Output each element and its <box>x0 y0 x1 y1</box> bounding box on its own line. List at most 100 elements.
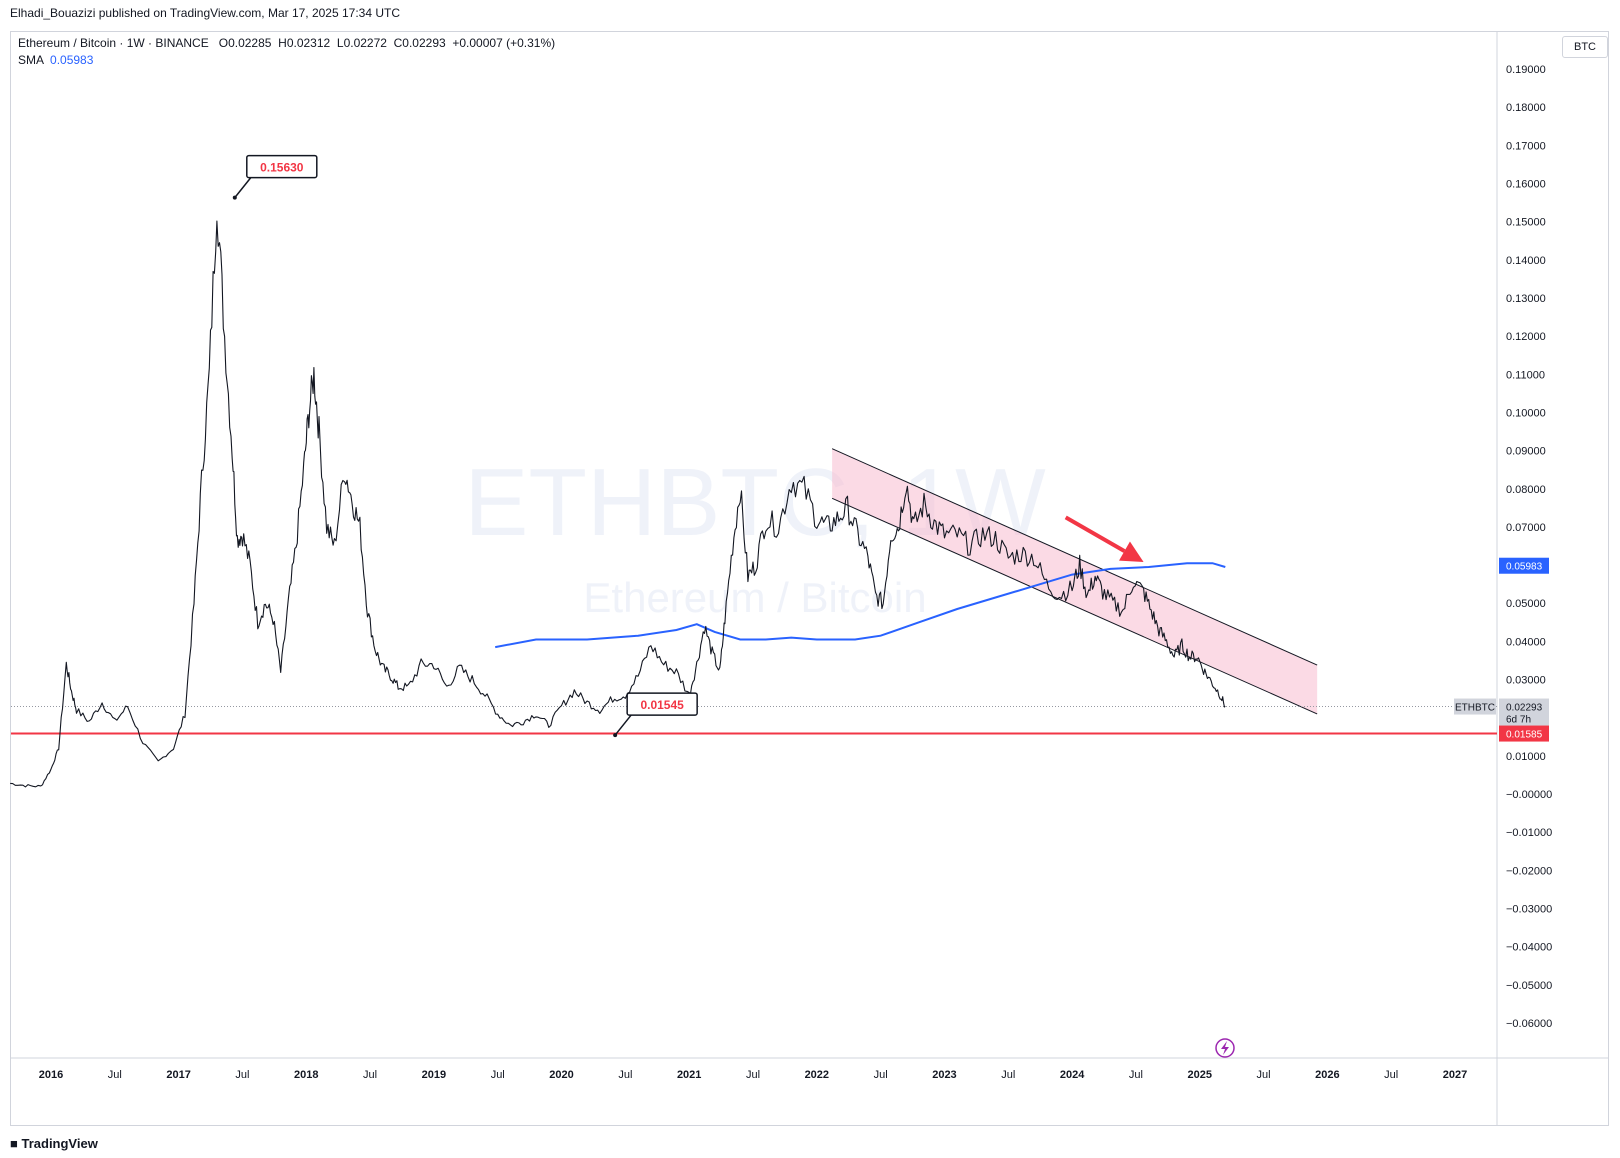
x-tick-label: 2023 <box>932 1069 956 1081</box>
x-tick-label: 2019 <box>422 1069 446 1081</box>
close-value: 0.02293 <box>402 36 446 50</box>
tradingview-logo[interactable]: ■ TradingView <box>10 1136 98 1151</box>
y-tick-label: −0.03000 <box>1506 904 1552 916</box>
last-symbol-tag: ETHBTC <box>1455 703 1495 714</box>
x-tick-label: 2018 <box>294 1069 318 1081</box>
y-tick-label: −0.01000 <box>1506 827 1552 839</box>
x-tick-label: 2021 <box>677 1069 701 1081</box>
x-tick-label: 2020 <box>549 1069 573 1081</box>
price-callout: 0.01545 <box>613 692 698 738</box>
price-series[interactable] <box>10 220 1226 788</box>
close-label: C <box>393 36 403 50</box>
x-tick-label: Jul <box>108 1069 122 1081</box>
lightning-icon[interactable] <box>1215 1038 1235 1058</box>
channel-lower-line <box>831 497 1318 715</box>
channel-fill <box>832 448 1318 714</box>
low-value: 0.02272 <box>343 36 387 50</box>
x-tick-label: Jul <box>1257 1069 1271 1081</box>
y-tick-label: −0.00000 <box>1506 789 1552 801</box>
sma-polyline <box>495 562 1226 649</box>
x-tick-label: Jul <box>1001 1069 1015 1081</box>
chart-frame <box>10 31 1609 1126</box>
y-tick-label: 0.09000 <box>1506 446 1546 458</box>
x-tick-label: Jul <box>1129 1069 1143 1081</box>
y-tick-label: −0.05000 <box>1506 980 1552 992</box>
y-tick-label: 0.18000 <box>1506 102 1546 114</box>
y-tick-label: −0.04000 <box>1506 942 1552 954</box>
publisher-line: Elhadi_Bouazizi published on TradingView… <box>10 6 401 20</box>
y-tick-label: 0.12000 <box>1506 331 1546 343</box>
x-tick-label: Jul <box>874 1069 888 1081</box>
down-arrow-annotation[interactable] <box>1064 515 1144 563</box>
support-price-tag-bg <box>1499 725 1549 742</box>
y-tick-label: 0.04000 <box>1506 636 1546 648</box>
channel-upper-line <box>831 448 1318 666</box>
last-price-tag: 0.02293 <box>1506 703 1543 714</box>
y-tick-label: 0.08000 <box>1506 484 1546 496</box>
time-axis[interactable]: 2016 Jul 2017 Jul 2018 Jul 2019 Jul 2020 Jul 2021 J… <box>39 1069 1467 1081</box>
chart-grid <box>11 32 1609 1126</box>
y-tick-label: 0.07000 <box>1506 522 1546 534</box>
x-tick-label: 2024 <box>1060 1069 1085 1081</box>
last-symbol-tag-bg <box>1454 698 1496 715</box>
arrow-head <box>1119 541 1144 563</box>
x-tick-label: Jul <box>363 1069 377 1081</box>
y-tick-label: 0.19000 <box>1506 64 1546 76</box>
x-tick-label: 2017 <box>166 1069 190 1081</box>
callout-box <box>626 692 698 716</box>
descending-channel[interactable] <box>831 448 1318 715</box>
axis-currency-button[interactable]: BTC <box>1562 36 1608 58</box>
countdown-tag: 6d 7h <box>1506 715 1531 726</box>
sma-price-tag: 0.05983 <box>1506 562 1543 573</box>
sma-price-tag-bg <box>1499 557 1549 574</box>
watermark-name: Ethereum / Bitcoin <box>583 574 926 621</box>
x-tick-label: Jul <box>491 1069 505 1081</box>
callout-box <box>246 154 318 179</box>
y-tick-label: −0.02000 <box>1506 865 1552 877</box>
y-tick-label: −0.06000 <box>1506 1018 1552 1030</box>
x-tick-label: 2025 <box>1187 1069 1211 1081</box>
callout-pointer <box>234 177 252 199</box>
support-price-tag: 0.01585 <box>1506 730 1543 741</box>
callout-anchor-dot <box>232 195 237 200</box>
price-annotations[interactable]: 0.15630 0.01545 <box>232 154 698 738</box>
x-tick-label: Jul <box>746 1069 760 1081</box>
high-label: H <box>278 36 287 50</box>
symbol-title: Ethereum / Bitcoin · 1W · BINANCE <box>18 36 209 50</box>
tradingview-logo-text: TradingView <box>21 1136 98 1151</box>
x-tick-label: Jul <box>1384 1069 1398 1081</box>
open-label: O <box>218 36 229 50</box>
callout-anchor-dot <box>613 733 618 738</box>
price-axis[interactable]: 0.19000 0.18000 0.17000 0.16000 0.15000 0.140… <box>1506 64 1552 1030</box>
callout-pointer <box>614 714 632 736</box>
x-tick-label: 2016 <box>39 1069 63 1081</box>
low-label: L <box>336 36 344 50</box>
chart-legend: Ethereum / Bitcoin · 1W · BINANCE O0.022… <box>18 35 555 69</box>
y-tick-label: 0.01000 <box>1506 751 1546 763</box>
price-callout: 0.15630 <box>232 154 318 200</box>
sma-value: 0.05983 <box>50 53 94 67</box>
x-tick-label: Jul <box>235 1069 249 1081</box>
x-tick-label: Jul <box>618 1069 632 1081</box>
x-tick-label: 2022 <box>805 1069 829 1081</box>
lightning-icon-bolt <box>1221 1041 1229 1055</box>
callout-label: 0.15630 <box>260 161 304 175</box>
y-tick-label: 0.15000 <box>1506 217 1546 229</box>
sma-legend-row[interactable]: SMA 0.05983 <box>18 52 555 69</box>
y-tick-label: 0.10000 <box>1506 407 1546 419</box>
arrow-shaft <box>1064 515 1126 553</box>
callout-label: 0.01545 <box>640 698 684 712</box>
high-value: 0.02312 <box>286 36 331 50</box>
y-tick-label: 0.14000 <box>1506 255 1546 267</box>
change-value: +0.00007 (+0.31%) <box>452 36 556 50</box>
y-tick-label: 0.16000 <box>1506 178 1546 190</box>
y-tick-label: 0.13000 <box>1506 293 1546 305</box>
open-value: 0.02285 <box>228 36 272 50</box>
symbol-legend-row[interactable]: Ethereum / Bitcoin · 1W · BINANCE O0.022… <box>18 35 555 52</box>
y-tick-label: 0.11000 <box>1506 369 1545 381</box>
sma-line[interactable] <box>495 562 1226 649</box>
x-tick-label: 2026 <box>1315 1069 1339 1081</box>
y-tick-label: 0.03000 <box>1506 675 1546 687</box>
